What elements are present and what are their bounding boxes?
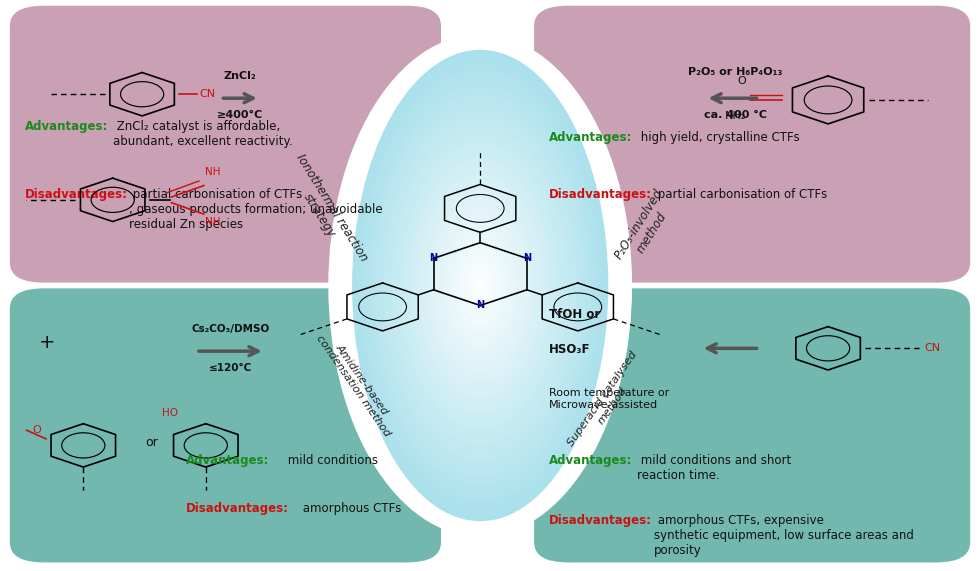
Text: Cs₂CO₃/DMSO: Cs₂CO₃/DMSO [191,324,270,334]
Text: partial carbonisation of CTFs
; gaseous products formation; unavoidable
residual: partial carbonisation of CTFs ; gaseous … [129,188,383,231]
Text: N: N [429,254,438,263]
Ellipse shape [418,174,542,397]
Text: Disadvantages:: Disadvantages: [549,514,652,527]
Text: amorphous CTFs, expensive
synthetic equipment, low surface areas and
porosity: amorphous CTFs, expensive synthetic equi… [654,514,913,557]
Ellipse shape [401,142,560,429]
Text: Amidine-based
condensation method: Amidine-based condensation method [314,327,402,439]
Ellipse shape [415,166,547,405]
Ellipse shape [366,78,595,493]
Ellipse shape [427,190,533,381]
Ellipse shape [431,198,529,373]
Ellipse shape [383,110,577,461]
Text: Advantages:: Advantages: [24,120,108,133]
Text: Advantages:: Advantages: [186,454,270,467]
Ellipse shape [445,222,515,349]
Text: Ionothermal reaction
strategy: Ionothermal reaction strategy [280,151,370,271]
Ellipse shape [357,62,604,509]
Ellipse shape [348,46,612,525]
Text: TfOH or: TfOH or [549,308,600,321]
Text: Room temperature or
Microwave-assisted: Room temperature or Microwave-assisted [549,388,669,410]
Ellipse shape [454,238,507,333]
Text: CN: CN [924,343,940,353]
Ellipse shape [328,34,632,537]
Text: N: N [522,254,531,263]
Text: NH: NH [205,217,220,227]
Text: O: O [32,424,41,435]
Text: Disadvantages:: Disadvantages: [549,188,652,202]
Ellipse shape [436,206,524,365]
Ellipse shape [466,262,494,309]
Ellipse shape [361,70,600,501]
Text: HSO₃F: HSO₃F [549,343,590,356]
Text: ≤120°C: ≤120°C [209,363,252,373]
Text: CN: CN [199,89,215,99]
Ellipse shape [406,150,555,421]
Text: N: N [476,300,484,311]
Ellipse shape [352,54,608,517]
Text: NH: NH [205,167,220,177]
Text: P₂O₅ or H₆P₄O₁₃: P₂O₅ or H₆P₄O₁₃ [688,67,782,77]
Ellipse shape [463,254,498,317]
Text: Superacid catalysed
method: Superacid catalysed method [566,350,649,455]
Text: mild conditions: mild conditions [284,454,378,467]
Text: mild conditions and short
reaction time.: mild conditions and short reaction time. [637,454,791,482]
Text: Advantages:: Advantages: [549,131,632,144]
Ellipse shape [422,182,537,389]
FancyBboxPatch shape [10,6,441,283]
Ellipse shape [441,214,520,357]
Text: ≥400°C: ≥400°C [217,110,264,120]
Text: high yield, crystalline CTFs: high yield, crystalline CTFs [637,131,800,144]
Ellipse shape [449,230,512,341]
Text: amorphous CTFs: amorphous CTFs [299,502,401,516]
Text: +: + [39,333,56,352]
FancyBboxPatch shape [10,288,441,562]
Ellipse shape [392,126,568,445]
Ellipse shape [471,270,489,301]
Ellipse shape [387,118,572,453]
Text: or: or [145,436,159,449]
Text: ZnCl₂: ZnCl₂ [223,71,257,81]
Text: NH₂: NH₂ [724,111,746,122]
Text: HO: HO [163,408,178,418]
Ellipse shape [378,102,582,469]
Ellipse shape [396,134,564,437]
Text: ZnCl₂ catalyst is affordable,
abundant, excellent reactivity.: ZnCl₂ catalyst is affordable, abundant, … [113,120,292,148]
Text: Disadvantages:: Disadvantages: [24,188,127,202]
Text: P₂O₅-involved
method: P₂O₅-involved method [612,187,678,270]
Text: Advantages:: Advantages: [549,454,632,467]
Ellipse shape [374,94,586,477]
Text: ca. 400 °C: ca. 400 °C [704,110,766,120]
Ellipse shape [410,158,551,413]
FancyBboxPatch shape [534,288,970,562]
FancyBboxPatch shape [534,6,970,283]
Text: Disadvantages:: Disadvantages: [186,502,289,516]
Text: partial carbonisation of CTFs: partial carbonisation of CTFs [654,188,827,202]
Ellipse shape [475,278,484,293]
Ellipse shape [458,246,502,325]
Text: O: O [737,75,746,86]
Ellipse shape [370,86,590,485]
